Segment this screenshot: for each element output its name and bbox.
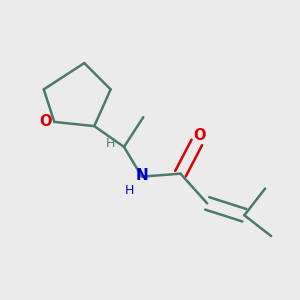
Text: N: N: [136, 168, 148, 183]
Text: H: H: [125, 184, 135, 196]
Text: H: H: [106, 137, 115, 150]
Text: O: O: [193, 128, 206, 143]
Text: O: O: [40, 114, 52, 129]
